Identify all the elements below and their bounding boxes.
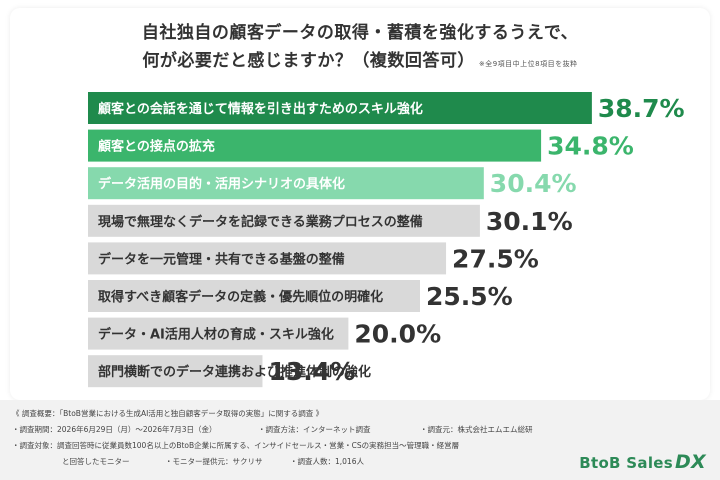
bar-label-8: 部門横断でのデータ連携および推進体制の強化: [98, 364, 371, 380]
bar-5: [88, 242, 447, 275]
survey-organizer: ・調査元：株式会社エムエム総研: [420, 425, 533, 434]
value-label-8: 13.4%: [268, 357, 355, 386]
value-label-7: 20.0%: [354, 320, 441, 349]
bar-6: [88, 280, 421, 312]
value-label-2: 34.8%: [547, 132, 634, 161]
value-label-1: 38.7%: [598, 94, 685, 123]
bar-label-7: データ・AI活用人材の育成・スキル強化: [98, 327, 334, 343]
survey-provider: ・モニター提供元：サクリサ: [165, 457, 263, 466]
survey-method: ・調査方法：インターネット調査: [258, 425, 371, 434]
bar-3: [88, 167, 484, 200]
survey-title: 《 調査概要：「BtoB営業における生成AI活用と独自顧客データ取得の実態」に関…: [12, 409, 324, 418]
value-label-6: 25.5%: [426, 282, 513, 311]
bar-7: [88, 317, 349, 350]
survey-target-line2: と回答したモニター: [62, 457, 130, 466]
brand-logo-mark: DX: [674, 451, 706, 473]
bar-label-1: 顧客との会話を通じて情報を引き出すためのスキル強化: [98, 101, 423, 117]
chart-title-line2: 何が必要だと感じますか？（複数回答可） ※全9項目中上位8項目を抜粋: [0, 46, 720, 71]
bar-label-4: 現場で無理なくデータを記録できる業務プロセスの整備: [98, 214, 423, 230]
value-label-3: 30.4%: [490, 169, 577, 198]
bar-label-3: データ活用の目的・活用シナリオの具体化: [98, 176, 345, 192]
bar-label-5: データを一元管理・共有できる基盤の整備: [98, 251, 345, 267]
bar-label-6: 取得すべき顧客データの定義・優先順位の明確化: [98, 289, 383, 305]
chart-note: ※全9項目中上位8項目を抜粋: [478, 60, 578, 68]
bar-label-2: 顧客との接点の拡充: [98, 139, 215, 155]
brand-logo: BtoB Sales DX: [579, 451, 706, 473]
chart-title-line2-text: 何が必要だと感じますか？（複数回答可）: [142, 51, 475, 71]
bar-2: [88, 129, 542, 162]
value-label-4: 30.1%: [486, 207, 573, 236]
value-label-5: 27.5%: [452, 244, 539, 273]
survey-target-line1: ・調査対象：調査回答時に従業員数100名以上のBtoB企業に所属する、インサイド…: [12, 441, 460, 450]
bar-1: [88, 92, 592, 124]
brand-logo-text: BtoB Sales: [579, 454, 673, 472]
survey-footer: 《 調査概要：「BtoB営業における生成AI活用と独自顧客データ取得の実態」に関…: [0, 400, 720, 480]
chart-title-line1: 自社独自の顧客データの取得・蓄積を強化するうえで、: [141, 23, 579, 43]
bar-4: [88, 204, 480, 237]
bar-chart: 顧客との会話を通じて情報を引き出すためのスキル強化 38.7% 顧客との接点の拡充 3…: [88, 92, 690, 412]
survey-period: ・調査期間：2026年6月29日（月）〜2026年7月3日（金）: [12, 425, 217, 434]
bar-8: [88, 355, 263, 388]
survey-respondents: ・調査人数：1,016人: [290, 457, 364, 466]
